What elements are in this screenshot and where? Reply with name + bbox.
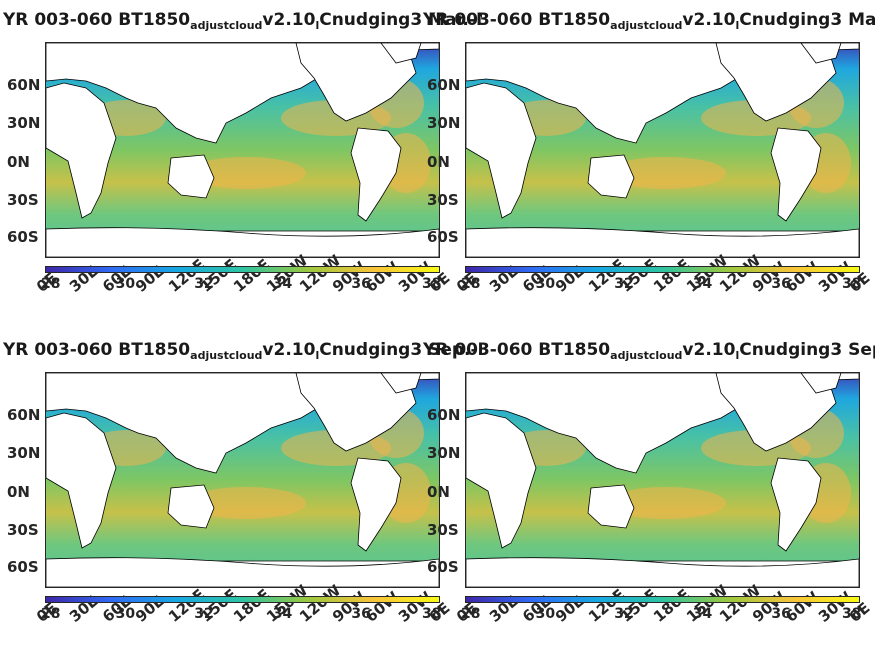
land-antarctica_edge [466,557,859,587]
colorbar-tick-label: 36 [351,276,371,292]
colorbar-tick-label: 32 [614,276,634,292]
land-greenland [800,43,842,64]
land-namerica [295,43,417,122]
colorbar-tick-label: 28 [41,606,61,622]
land-australia [167,484,215,529]
colorbar-tick-label: 30 [115,276,136,292]
colorbar-tick-label: 36 [771,276,791,292]
land-africa [46,412,117,549]
colorbar-tick-label: 28 [41,276,61,292]
colorbar-tick-label: 38 [842,606,862,622]
colorbar-tick-label: 34 [692,276,713,292]
panel-title: YR 003-060 BT1850adjustcloudv2.10lCnudgi… [3,10,482,32]
map-panel-4: YR 003-060 BT1850adjustcloudv2.10lCnudgi… [423,340,875,640]
lat-label: 30N [7,114,41,132]
lat-label: 30N [7,444,41,462]
colorbar-tick-label: 32 [614,606,634,622]
colorbar-tick-label: 34 [272,606,293,622]
lat-label: 30S [7,191,39,209]
panel-title: YR 003-060 BT1850adjustcloudv2.10lCnudgi… [423,340,875,362]
sss-map [45,42,440,258]
land-antarctica_edge [46,557,439,587]
colorbar [465,266,860,273]
land-africa [466,412,537,549]
land-namerica [295,373,417,452]
colorbar [45,266,440,273]
land-greenland [380,373,422,394]
lat-label: 0N [427,153,450,171]
colorbar-tick-label: 30 [535,606,556,622]
colorbar-tick-label: 38 [842,276,862,292]
map-panel-1: YR 003-060 BT1850adjustcloudv2.10lCnudgi… [3,10,482,310]
land-greenland [380,43,422,64]
land-africa [466,82,537,219]
colorbar [465,596,860,603]
lat-label: 60N [427,76,461,94]
land-samerica [350,457,402,552]
lat-label: 60S [7,558,39,576]
lat-label: 30N [427,114,461,132]
colorbar-tick-label: 28 [461,606,481,622]
land-australia [587,484,635,529]
land-antarctica_edge [46,227,439,257]
panel-title: YR 003-060 BT1850adjustcloudv2.10lCnudgi… [423,10,875,32]
lat-label: 0N [7,153,30,171]
colorbar [45,596,440,603]
sss-map [465,372,860,588]
colorbar-tick-label: 38 [422,276,442,292]
colorbar-tick-label: 30 [535,276,556,292]
lat-label: 60N [7,406,41,424]
colorbar-tick-label: 36 [771,606,791,622]
land-namerica [715,43,837,122]
colorbar-tick-label: 28 [461,276,481,292]
colorbar-tick-label: 32 [194,276,214,292]
land-namerica [715,373,837,452]
colorbar-tick-label: 36 [351,606,371,622]
lat-label: 30S [7,521,39,539]
land-africa [46,82,117,219]
colorbar-tick-label: 32 [194,606,214,622]
sss-map [45,372,440,588]
lat-label: 30N [427,444,461,462]
lat-label: 60S [7,228,39,246]
lat-label: 60N [427,406,461,424]
land-australia [167,154,215,199]
lon-label: 180E [230,255,274,296]
land-greenland [800,373,842,394]
lat-label: 30S [427,191,459,209]
colorbar-tick-label: 30 [115,606,136,622]
lat-label: 60S [427,558,459,576]
land-samerica [350,127,402,222]
land-antarctica_edge [466,227,859,257]
lat-label: 60S [427,228,459,246]
land-samerica [770,457,822,552]
lon-label: 180E [650,585,694,626]
map-panel-3: YR 003-060 BT1850adjustcloudv2.10lCnudgi… [3,340,482,640]
sss-map [465,42,860,258]
lat-label: 60N [7,76,41,94]
land-samerica [770,127,822,222]
land-australia [587,154,635,199]
lon-label: 180E [650,255,694,296]
lat-label: 0N [427,483,450,501]
colorbar-tick-label: 38 [422,606,442,622]
map-panel-2: YR 003-060 BT1850adjustcloudv2.10lCnudgi… [423,10,875,310]
colorbar-tick-label: 34 [272,276,293,292]
lon-label: 180E [230,585,274,626]
lat-label: 0N [7,483,30,501]
panel-title: YR 003-060 BT1850adjustcloudv2.10lCnudgi… [3,340,482,362]
lat-label: 30S [427,521,459,539]
colorbar-tick-label: 34 [692,606,713,622]
